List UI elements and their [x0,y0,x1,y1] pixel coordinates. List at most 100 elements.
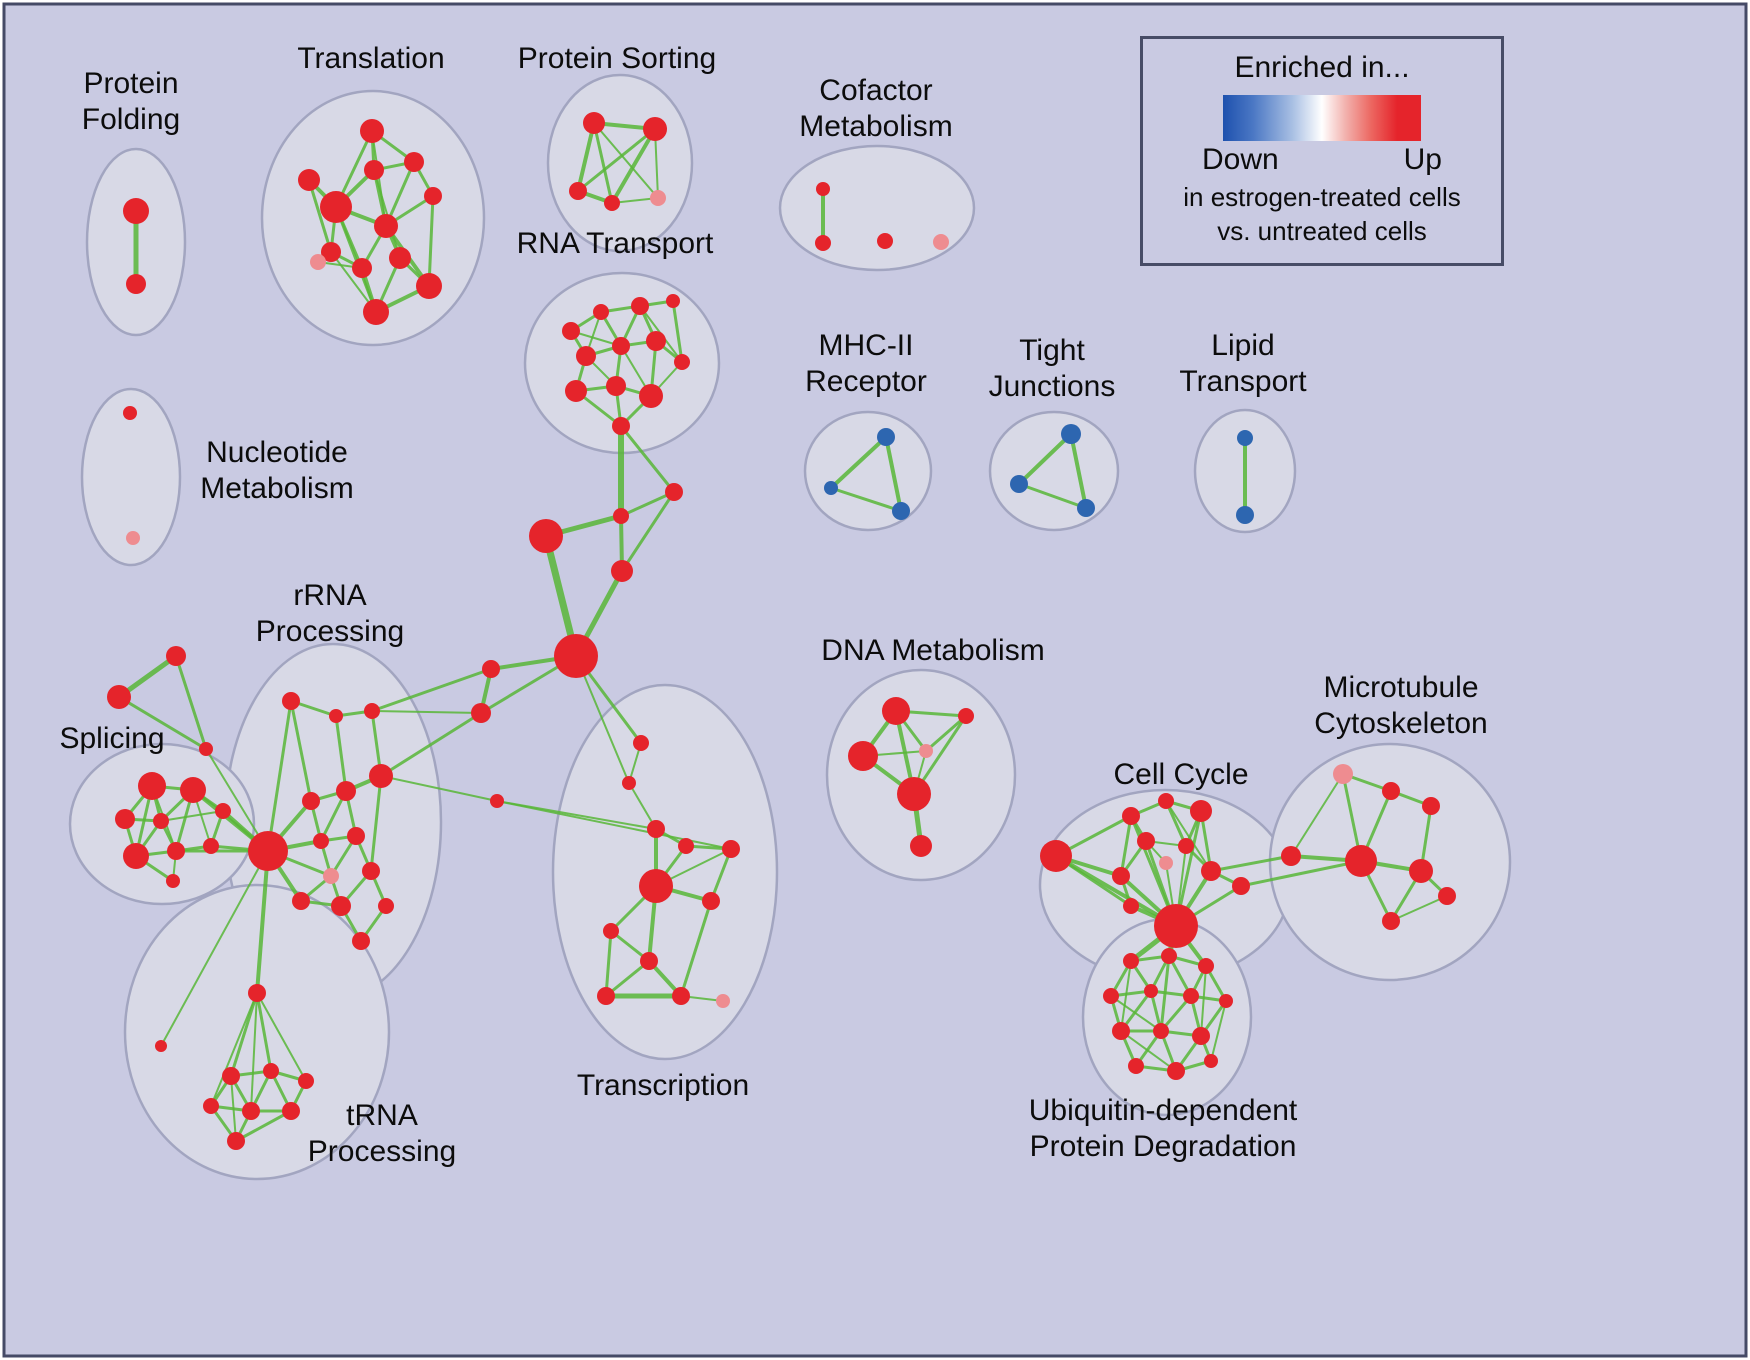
edge-ub7-ub13 [1210,1000,1227,1062]
node-rr4 [248,831,288,871]
node-rt6 [612,337,630,355]
node-dm1 [882,697,910,725]
node-pf1 [123,198,149,224]
legend: Enriched in... Down Up in estrogen-treat… [1140,36,1504,266]
legend-down-label: Down [1202,143,1279,176]
node-mt6 [1438,887,1456,905]
node-cn1 [665,483,683,501]
node-tr3 [320,191,352,223]
edge-ub1-ub8 [1120,960,1132,1032]
node-rr1 [282,692,300,710]
node-cf2 [815,235,831,251]
edge-tr4-tr11 [373,169,401,259]
node-ub8 [1112,1022,1130,1040]
edge-mh2-mh3 [829,486,903,513]
edge-tj1-tj2 [1017,432,1073,486]
node-mt7 [1382,912,1400,930]
cluster-label-microtubule-cytoskeleton: Microtubule Cytoskeleton [1314,671,1487,740]
node-ub9 [1153,1023,1169,1039]
node-tr6 [424,187,442,205]
cluster-label-nucleotide-metabolism: Nucleotide Metabolism [200,436,353,505]
node-ub5 [1144,984,1158,998]
edge-ps1-ps3 [576,121,596,193]
cluster-label-rna-transport: RNA Transport [517,227,714,260]
node-hub [554,634,598,678]
node-tn5 [298,1073,314,1089]
node-rt5 [576,346,596,366]
node-cf1 [816,182,830,196]
edge-sp4-sp5 [160,810,224,822]
node-ab3 [199,742,213,756]
node-cc10 [1232,877,1250,895]
node-cf3 [877,233,893,249]
node-tc4 [678,838,694,854]
node-tn1 [248,984,266,1002]
node-ub2 [1161,948,1177,964]
node-tr5 [404,152,424,172]
edge-ub4-ub9 [1110,995,1162,1032]
node-dm6 [910,835,932,857]
node-rr2 [329,709,343,723]
edge-tr6-tr12 [427,194,435,288]
legend-gradient-bar [1223,95,1421,141]
edge-tc9-tc10 [604,959,651,998]
edge-ab2-ab3 [117,695,208,751]
node-tc6 [639,869,673,903]
node-rr7 [336,781,356,801]
node-tj3 [1077,499,1095,517]
edge-hub-tc2 [575,655,630,784]
legend-range: Down Up [1202,143,1442,177]
node-tc5 [722,840,740,858]
node-rt1 [562,322,580,340]
edge-ub3-ub10 [1200,965,1207,1037]
cluster-trna-processing [123,883,391,1181]
edge-tn1-tn7 [250,992,258,1112]
edge-cc9-mt3 [1209,854,1293,873]
node-tr9 [310,254,326,270]
cluster-label-cofactor-metabolism: Cofactor Metabolism [799,74,952,143]
edge-ps2-ps3 [576,127,657,193]
node-rr5 [302,792,320,810]
node-ub11 [1128,1058,1144,1074]
node-cc9 [1201,861,1221,881]
edge-tc7-tc11 [679,899,713,998]
node-ub3 [1198,958,1214,974]
node-rt7 [646,331,666,351]
node-dm2 [958,708,974,724]
node-sp3 [115,809,135,829]
node-tr12 [416,273,442,299]
edge-tr2-tr8 [307,178,333,254]
node-tc1 [633,735,649,751]
edge-tn8-tn9 [234,1109,293,1143]
edge-cn1-cn2 [619,490,676,518]
edge-cc3-cc6 [1164,799,1188,848]
node-rr6 [369,764,393,788]
node-ub1 [1123,953,1139,969]
edge-mh1-mh3 [884,435,903,513]
edge-cc10-mt4 [1239,859,1363,888]
node-sp7 [167,842,185,860]
cluster-label-lipid-transport: Lipid Transport [1179,329,1307,398]
node-lt1 [1237,430,1253,446]
node-rr8 [313,833,329,849]
cluster-label-dna-metabolism: DNA Metabolism [821,634,1044,667]
node-tc7 [702,892,720,910]
edge-tn1-tn4 [255,991,273,1073]
node-dm4 [919,744,933,758]
node-tr11 [389,247,411,269]
edge-cn6-rr6 [379,711,483,778]
legend-subtitle-line1: in estrogen-treated cells [1183,182,1461,212]
cluster-label-translation: Translation [297,42,444,75]
node-tn6 [203,1098,219,1114]
node-tr2 [298,169,320,191]
edge-rr2-rr7 [334,714,348,793]
edge-cc2-cc8 [1119,814,1133,878]
nodes [107,112,1456,1150]
edge-rr1-rr4 [266,699,293,853]
edge-mt1-mt3 [1290,773,1344,857]
node-ub7 [1219,994,1233,1008]
node-rr3 [364,703,380,719]
node-cc2 [1122,807,1140,825]
node-tr13 [363,299,389,325]
node-ub13 [1204,1054,1218,1068]
